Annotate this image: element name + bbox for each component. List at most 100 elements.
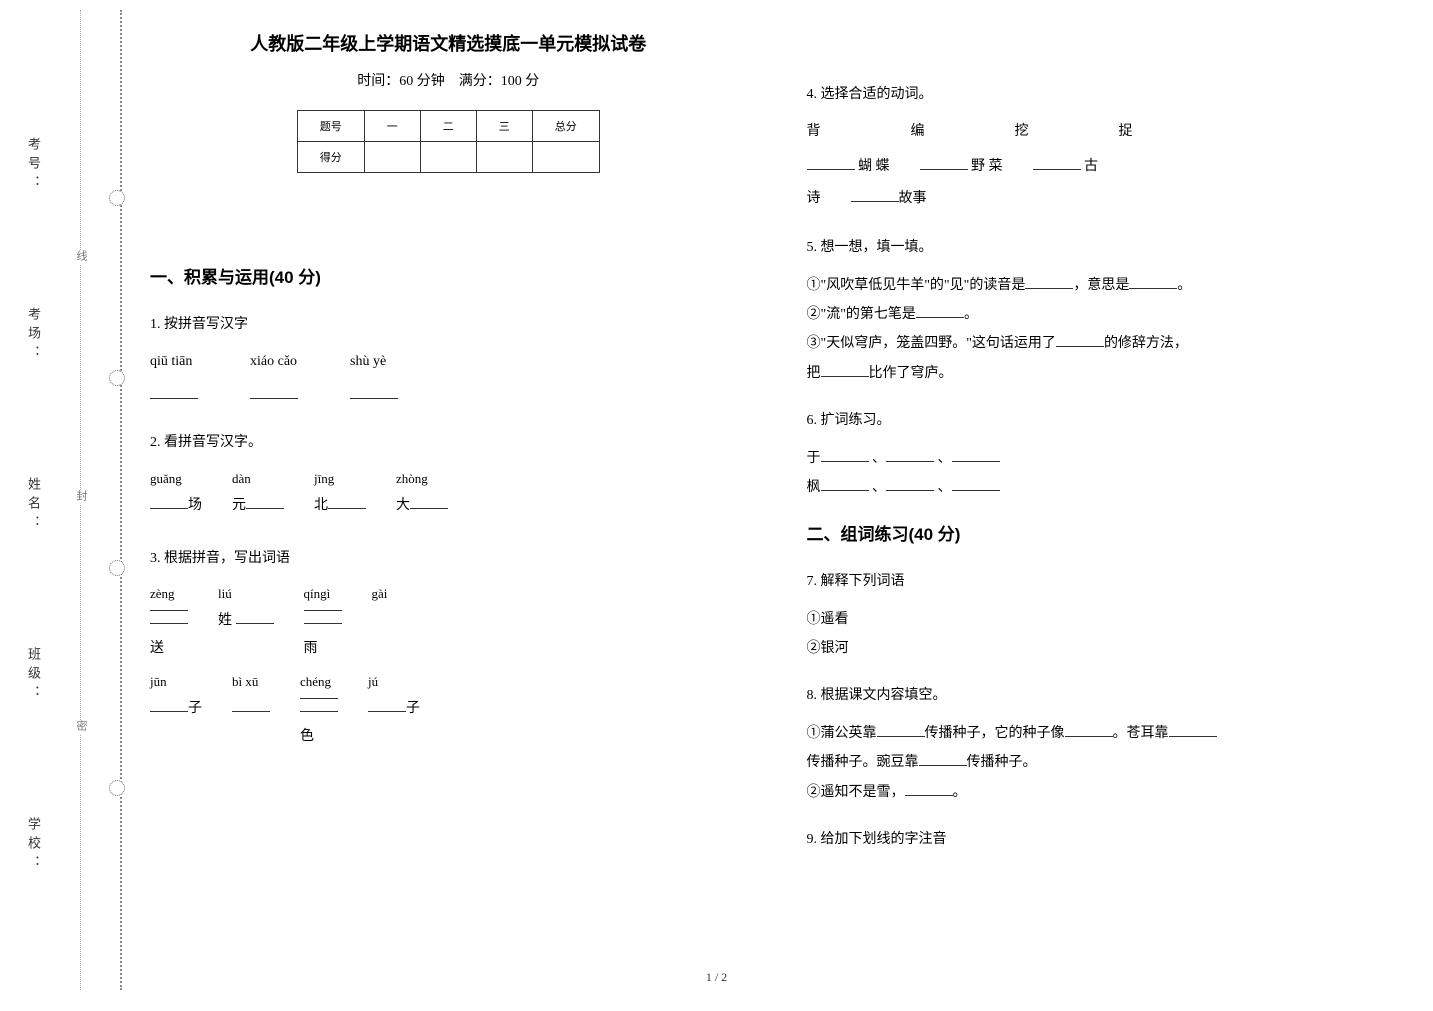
question-4: 4. 选择合适的动词。 背 编 挖 捉 蝴 蝶 野 菜 古 诗 故事 [807,80,1404,215]
q8-l1c: 。苍耳靠 [1113,726,1169,741]
question-6: 6. 扩词练习。 于 、 、 枫 、 、 [807,406,1404,502]
q8-l3a: ②遥知不是雪， [807,785,905,800]
bind-label-room: 考场： [24,307,43,364]
score-table-wrap: 题号 一 二 三 总分 得分 [150,110,747,173]
q6-b1 [821,448,869,462]
q5-l3b: 的修辞方法， [1104,336,1188,351]
q3-r2-2: chéng 色 [300,669,338,751]
q8-line1: ①蒲公英靠传播种子，它的种子像。苍耳靠 [807,719,1404,748]
q3-r2-ch-0: 子 [188,701,202,716]
score-cell-1 [364,142,420,173]
q7-i2: ②银河 [807,634,1404,663]
q2-blank-2 [328,495,366,509]
q1-blank-0 [150,385,198,399]
q7-i1: ①遥看 [807,605,1404,634]
inner-label-2: 封 [73,490,89,504]
q2-ch-0: 场 [188,498,202,513]
content-area: 人教版二年级上学期语文精选摸底一单元模拟试卷 时间：60 分钟 满分：100 分… [150,30,1403,951]
q6-ch2: 枫 [807,480,821,495]
q6-head: 6. 扩词练习。 [807,406,1404,435]
q8-l3b: 。 [953,785,967,800]
score-th-2: 二 [420,111,476,142]
q4-head: 4. 选择合适的动词。 [807,80,1404,109]
q2-item-1: dàn 元 [232,466,284,520]
q6-b3 [952,448,1000,462]
q3-head: 3. 根据拼音，写出词语 [150,544,747,573]
bind-label-school: 学校： [24,817,43,874]
binding-circle-1 [109,190,125,206]
score-row-label: 得分 [297,142,364,173]
score-cell-4 [532,142,599,173]
q4-verb-2: 挖 [1015,117,1029,146]
q5-l1-blank2 [1129,275,1177,289]
q6-b5 [886,477,934,491]
q3-r2-ch-2: 色 [300,729,314,744]
question-3: 3. 根据拼音，写出词语 zèng 送 liú 姓 qíngì 雨 gài [150,544,747,757]
q5-head: 5. 想一想，填一填。 [807,233,1404,262]
q3-row2: jūn 子 bì xū chéng 色 jú 子 [150,669,747,757]
q5-l2b: 。 [964,307,978,322]
q3-r1-py-2: qíngì [304,581,331,607]
q1-blank-1 [250,385,298,399]
q5-l1-blank1 [1025,275,1073,289]
q2-ch-2: 北 [314,498,328,513]
q3-row1: zèng 送 liú 姓 qíngì 雨 gài [150,581,747,669]
q5-line4: 把比作了穹庐。 [807,359,1404,388]
q1-py-1: xiáo cǎo [250,347,310,376]
q5-l1a: ①"风吹草低见牛羊"的"见"的读音是 [807,278,1026,293]
q8-b1 [877,723,925,737]
score-th-4: 总分 [532,111,599,142]
q2-blank-1 [246,495,284,509]
q8-l1b: 传播种子，它的种子像 [925,726,1065,741]
q1-py-0: qiū tiān [150,347,210,376]
q6-sep3: 、 [872,480,886,495]
q4-b3 [851,188,899,202]
q3-r2-blank-2 [300,698,338,712]
score-th-1: 一 [364,111,420,142]
section2-title: 二、组词练习(40 分) [807,520,1404,545]
binding-circle-2 [109,370,125,386]
q5-line2: ②"流"的第七笔是。 [807,300,1404,329]
q4-fills-2: 诗 故事 [807,183,1404,215]
binding-margin: 线 封 密 考号： 考场： 姓名： 班级： 学校： [0,0,135,1011]
q3-r1-py-3: gài [372,581,388,607]
q4-i3: 诗 [807,191,821,206]
q2-item-0: guǎng 场 [150,466,202,520]
bind-label-exam-id: 考号： [24,137,43,194]
q3-r1-2: qíngì 雨 [304,581,342,663]
q4-verb-3: 捉 [1119,117,1133,146]
q3-r1-ch-1: 姓 [218,613,232,628]
q4-verb-0: 背 [807,117,821,146]
q5-l3-blank [1056,333,1104,347]
question-9: 9. 给加下划线的字注音 [807,825,1404,854]
q6-b6 [952,477,1000,491]
score-th-0: 题号 [297,111,364,142]
bind-label-name: 姓名： [24,477,43,534]
q2-item-2: jīng 北 [314,466,366,520]
q4-i4: 故事 [899,191,927,206]
q3-r1-blank-1 [236,610,274,624]
q4-i2: 古 [1084,159,1098,174]
inner-label-3: 密 [73,720,89,734]
score-header-row: 题号 一 二 三 总分 [297,111,599,142]
question-5: 5. 想一想，填一填。 ①"风吹草低见牛羊"的"见"的读音是，意思是。 ②"流"… [807,233,1404,388]
score-cell-2 [420,142,476,173]
exam-title: 人教版二年级上学期语文精选摸底一单元模拟试卷 [150,30,747,56]
q8-l2b: 传播种子。 [967,755,1037,770]
q3-r1-ch-0: 送 [150,641,164,656]
q5-l2-blank [916,304,964,318]
q5-line3: ③"天似穹庐，笼盖四野。"这句话运用了的修辞方法， [807,329,1404,358]
right-column: 4. 选择合适的动词。 背 编 挖 捉 蝴 蝶 野 菜 古 诗 故事 5. 想一… [807,30,1404,951]
q2-item-3: zhòng 大 [396,466,448,520]
q6-sep1: 、 [872,451,886,466]
q8-b2 [1065,723,1113,737]
q3-r2-1: bì xū [232,669,270,751]
q7-head: 7. 解释下列词语 [807,567,1404,596]
q5-l1c: 。 [1177,278,1191,293]
q3-r1-py-0: zèng [150,581,175,607]
q2-blank-0 [150,495,188,509]
q4-b0 [807,156,855,170]
bind-label-class: 班级： [24,647,43,704]
inner-label-1: 线 [73,250,89,264]
q3-r1-1: liú 姓 [218,581,274,663]
